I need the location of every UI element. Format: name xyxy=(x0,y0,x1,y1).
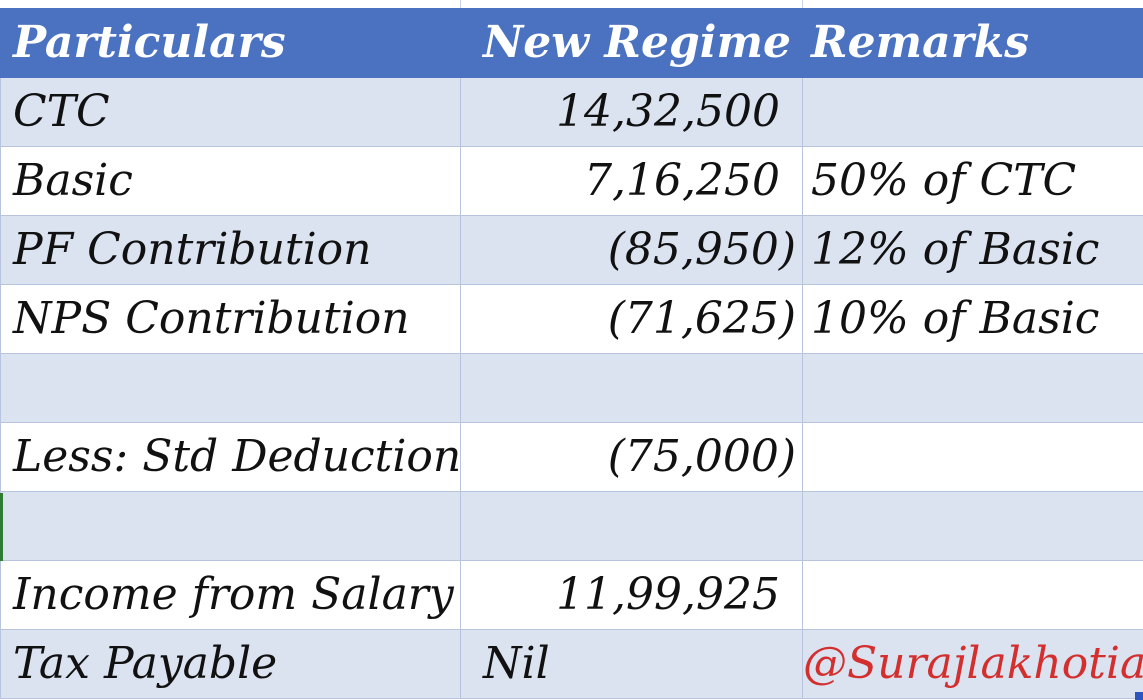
table-row: PF Contribution (85,950) 12% of Basic xyxy=(0,215,1143,285)
fill-handle[interactable] xyxy=(1135,692,1143,700)
cell-remark[interactable]: 50% of CTC xyxy=(802,146,1143,216)
table-row xyxy=(0,491,1143,561)
cell-particular[interactable]: CTC xyxy=(0,77,461,147)
cell-value[interactable]: 11,99,925 xyxy=(460,560,803,630)
cell-particular[interactable] xyxy=(0,353,461,423)
column-divider xyxy=(802,0,803,8)
column-divider xyxy=(460,0,461,8)
table-row: CTC 14,32,500 xyxy=(0,77,1143,147)
header-particulars[interactable]: Particulars xyxy=(0,8,461,78)
table-row: NPS Contribution (71,625) 10% of Basic xyxy=(0,284,1143,354)
cell-particular[interactable] xyxy=(0,491,461,561)
cell-value[interactable]: 7,16,250 xyxy=(460,146,803,216)
cell-remark[interactable] xyxy=(802,422,1143,492)
cell-particular[interactable]: Basic xyxy=(0,146,461,216)
cell-particular[interactable]: PF Contribution xyxy=(0,215,461,285)
table-row: Tax Payable Nil @Surajlakhotia xyxy=(0,629,1143,699)
cell-value[interactable] xyxy=(460,491,803,561)
cell-particular[interactable]: Tax Payable xyxy=(0,629,461,699)
author-handle: @Surajlakhotia xyxy=(802,629,1143,699)
selection-edge xyxy=(0,493,3,561)
table-row: Income from Salary 11,99,925 xyxy=(0,560,1143,630)
table-row: Basic 7,16,250 50% of CTC xyxy=(0,146,1143,216)
cell-remark[interactable] xyxy=(802,560,1143,630)
table-row xyxy=(0,353,1143,423)
cell-particular[interactable]: Income from Salary xyxy=(0,560,461,630)
header-row: Particulars New Regime Remarks xyxy=(0,8,1143,78)
cell-value[interactable] xyxy=(460,353,803,423)
cell-value[interactable]: (71,625) xyxy=(460,284,803,354)
cell-value[interactable]: (75,000) xyxy=(460,422,803,492)
salary-table: Particulars New Regime Remarks CTC 14,32… xyxy=(0,8,1143,699)
table-row: Less: Std Deduction (75,000) xyxy=(0,422,1143,492)
cell-particular[interactable]: NPS Contribution xyxy=(0,284,461,354)
cell-remark[interactable]: 12% of Basic xyxy=(802,215,1143,285)
cell-particular[interactable]: Less: Std Deduction xyxy=(0,422,461,492)
cell-remark[interactable] xyxy=(802,77,1143,147)
cell-remark[interactable]: 10% of Basic xyxy=(802,284,1143,354)
cell-value[interactable]: (85,950) xyxy=(460,215,803,285)
cell-remark[interactable] xyxy=(802,353,1143,423)
cell-remark[interactable] xyxy=(802,491,1143,561)
header-remarks[interactable]: Remarks xyxy=(802,8,1143,78)
header-new-regime[interactable]: New Regime xyxy=(460,8,803,78)
cell-value[interactable]: 14,32,500 xyxy=(460,77,803,147)
cell-value[interactable]: Nil xyxy=(460,629,803,699)
